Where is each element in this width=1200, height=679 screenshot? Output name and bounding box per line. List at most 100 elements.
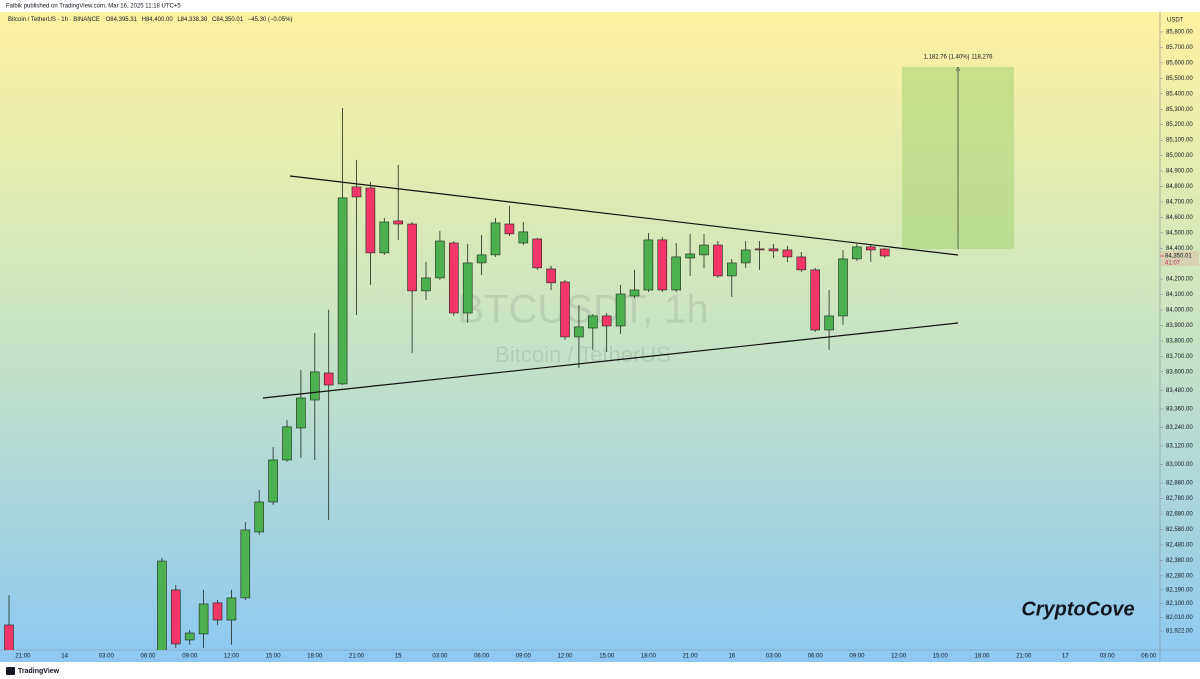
candle-body [393,220,404,225]
y-tick-label: 85,100.00 [1166,138,1193,144]
candle-body [601,315,612,327]
candle-body [254,501,264,533]
footer-strip [0,662,1200,679]
y-tick-label: 85,800.00 [1166,30,1193,36]
candle-body [337,197,348,385]
candle-body [198,603,209,635]
candle-body [657,239,668,291]
watermark-subtitle: Bitcoin / TetherUS [495,342,671,367]
candle-body [879,248,890,257]
legend-low: L84,338.30 [177,17,208,23]
candle-body [810,269,821,331]
candle-body [740,249,751,264]
lower-trendline [262,322,959,399]
x-tick-label: 21:00 [683,654,699,660]
candle-body [476,254,487,264]
y-tick-label: 82,190.00 [1166,587,1193,593]
candle-body [754,248,765,251]
candle-body [726,262,737,277]
x-tick-label: 03:00 [766,654,782,660]
candle-body [852,246,862,260]
watermark: BTCUSDT, 1h [457,288,708,332]
upper-trendline [289,175,959,256]
y-tick-label: 83,480.00 [1166,388,1193,394]
candle-body [323,372,334,386]
candle-body [490,222,501,256]
candle-body [532,238,543,269]
x-tick-label: 16 [728,654,735,660]
y-tick-label: 84,000.00 [1166,308,1193,314]
x-tick-label: 18:00 [307,654,323,660]
y-tick-label: 82,880.00 [1166,481,1193,487]
y-tick-label: 82,480.00 [1166,543,1193,549]
y-tick-label: 84,700.00 [1166,199,1193,205]
x-tick-label: 03:00 [1100,654,1116,660]
candle-body [699,244,709,256]
x-tick-label: 15:00 [599,654,615,660]
candle-body [713,244,723,277]
candle-body [184,632,195,641]
candle-body [296,397,306,429]
candle-body [240,529,251,599]
y-tick-label: 83,120.00 [1166,444,1193,450]
y-tick-label: 84,900.00 [1166,169,1193,175]
top-strip [0,0,1200,12]
y-tick-label: 84,600.00 [1166,215,1193,221]
candle-body [407,223,417,292]
y-tick-label: 82,580.00 [1166,527,1193,533]
x-tick-label: 12:00 [557,654,573,660]
y-tick-label: 85,600.00 [1166,60,1193,66]
candle-body [157,560,167,650]
countdown: 41:07 [1165,261,1181,267]
candle-body [685,253,695,259]
x-tick-label: 12:00 [891,654,907,660]
symbol: Bitcoin / TetherUS · 1h · BINANCE [8,17,100,23]
y-tick-label: 83,360.00 [1166,407,1193,413]
x-tick-label: 06:00 [474,654,490,660]
y-tick-label: 82,780.00 [1166,496,1193,502]
candle-body [643,239,654,291]
x-tick-label: 06:00 [140,654,156,660]
x-tick-label: 17 [1062,654,1069,660]
candle-body [671,256,682,291]
axes: 85,800.00 85,700.00 85,600.00 85,500.00 85,4… [15,30,1199,660]
x-tick-label: 21:00 [1016,654,1032,660]
candle-body [615,293,626,327]
y-tick-label: 81,922.00 [1166,629,1193,635]
y-tick-label: 82,100.00 [1166,601,1193,607]
footer-logo [6,667,15,675]
legend-high: H84,400.00 [142,17,174,23]
y-tick-label: 83,700.00 [1166,354,1193,360]
symbol-legend: Bitcoin / TetherUS · 1h · BINANCE O84,39… [8,17,292,23]
x-tick-label: 21:00 [15,654,31,660]
x-tick-label: 15:00 [933,654,949,660]
candle-body [462,262,473,314]
x-tick-label: 18:00 [974,654,990,660]
currency: USDT [1167,18,1184,24]
candle-body [309,371,320,401]
candle-body [796,256,807,271]
candle-body [504,223,515,235]
candle-body [212,602,223,621]
candle-body [824,315,834,331]
x-tick-label: 21:00 [349,654,365,660]
candle-body [865,246,876,251]
y-tick-label: 85,400.00 [1166,91,1193,97]
y-tick-label: 83,000.00 [1166,462,1193,468]
measure-label: 1,182.76 (1.40%) 118,276 [924,55,994,61]
y-tick-label: 82,280.00 [1166,573,1193,579]
candle-body [768,248,779,252]
candle-body [838,258,848,317]
legend-change: −45.30 (−0.05%) [248,17,293,23]
x-tick-label: 14 [61,654,68,660]
candle-body [574,326,584,338]
y-tick-label: 82,680.00 [1166,512,1193,518]
candle-body [282,426,292,461]
candle-body [365,187,376,254]
candle-body [351,186,362,198]
y-tick-label: 84,100.00 [1166,292,1193,298]
candle-body [268,459,278,503]
publisher-line: Falbik published on TradingView.com, Mar… [6,4,181,10]
x-tick-label: 03:00 [432,654,448,660]
